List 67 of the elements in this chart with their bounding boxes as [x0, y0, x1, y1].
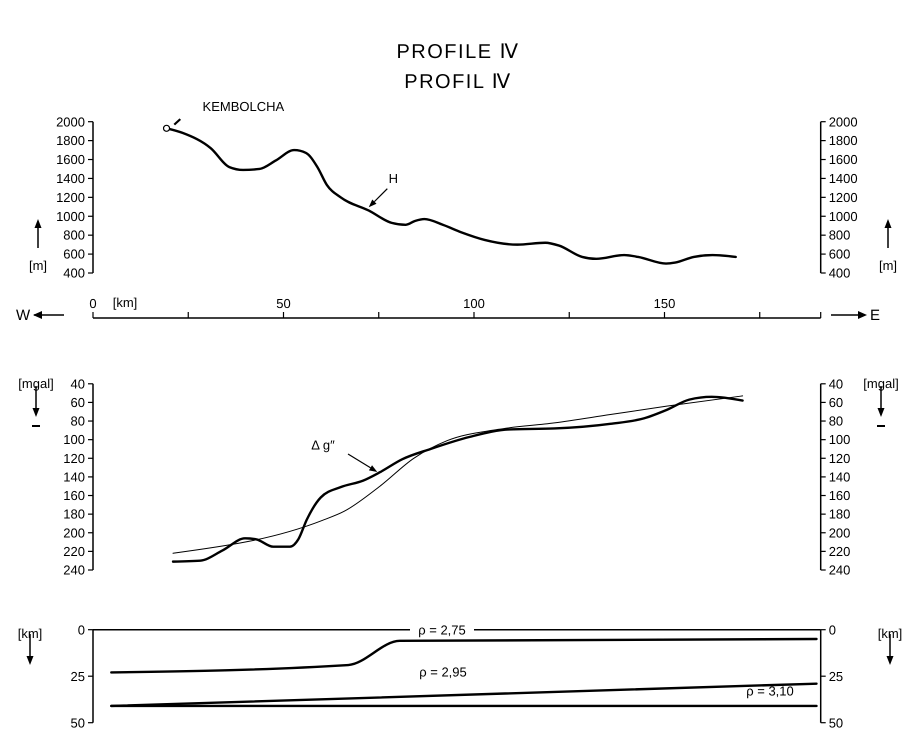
annotation: ρ = 2,75 [418, 622, 466, 638]
text: E [870, 307, 880, 324]
y2-tick-label: 800 [828, 228, 850, 243]
y-axis-title: [mgal] [18, 376, 54, 391]
y-tick-label: 1800 [56, 133, 85, 148]
y2-tick-label: 1800 [828, 133, 858, 148]
y2-tick-label: 140 [828, 469, 850, 484]
y-tick-label: 140 [63, 469, 85, 484]
y2-axis-title: [km] [878, 626, 902, 641]
y-axis-title: [km] [18, 626, 42, 641]
y2-tick-label: 1600 [828, 152, 858, 168]
y-tick-label: 1600 [56, 152, 85, 168]
chart-title: PROFILE Ⅳ [396, 41, 520, 63]
y2-tick-label: 160 [828, 488, 850, 504]
y2-tick-label: 180 [828, 506, 850, 522]
y2-tick-label: 1400 [828, 170, 858, 186]
y2-tick-label: 40 [828, 376, 844, 392]
y-tick-label: 1000 [56, 208, 85, 224]
y-tick-label: 0 [78, 622, 85, 638]
y-tick-label: 1400 [56, 170, 85, 186]
y2-tick-label: 1000 [828, 208, 858, 224]
y2-tick-label: 80 [828, 414, 844, 429]
annotation: Δ g″ [311, 438, 336, 453]
y2-tick-label: 200 [828, 525, 850, 540]
y2-tick-label: 220 [828, 544, 850, 559]
annotation: KEMBOLCHA [202, 98, 284, 114]
y-tick-label: 600 [63, 246, 85, 262]
chart-subtitle: PROFIL Ⅳ [404, 71, 512, 93]
y-tick-label: 220 [63, 544, 85, 559]
y-tick-label: 200 [63, 525, 85, 540]
y-tick-label: 40 [70, 376, 85, 392]
y2-tick-label: 400 [828, 266, 850, 281]
y2-tick-label: 2000 [828, 114, 858, 130]
y-tick-label: 100 [63, 432, 85, 448]
y-tick-label: 160 [63, 488, 85, 504]
y2-tick-label: 240 [828, 562, 850, 578]
y2-axis-title: [mgal] [863, 376, 899, 391]
y2-tick-label: 0 [828, 622, 836, 638]
y-tick-label: 400 [63, 266, 85, 281]
y-tick-label: 120 [63, 450, 85, 466]
y-tick-label: 180 [63, 506, 85, 522]
y2-tick-label: 1200 [828, 190, 858, 205]
y-tick-label: 800 [63, 228, 85, 243]
y-tick-label: 2000 [56, 114, 85, 130]
y2-tick-label: 100 [828, 432, 850, 448]
x-tick-label: 100 [463, 296, 485, 311]
y-tick-label: 25 [70, 668, 85, 684]
x-axis-title: [km] [112, 295, 138, 310]
y2-tick-label: 25 [828, 668, 844, 684]
y2-tick-label: 600 [828, 246, 850, 262]
y2-tick-label: 50 [828, 715, 844, 730]
x-tick-label: 50 [276, 296, 291, 311]
x-tick-label: 150 [654, 296, 676, 311]
y2-axis-title: [m] [878, 258, 898, 273]
text: W [16, 307, 31, 324]
annotation: ρ = 3,10 [746, 684, 794, 699]
y-tick-label: 80 [70, 414, 85, 429]
y-tick-label: 1200 [56, 190, 85, 205]
y2-tick-label: 120 [828, 450, 850, 466]
y-tick-label: 240 [63, 562, 85, 578]
y2-tick-label: 60 [828, 394, 844, 410]
y-axis-title: [m] [28, 258, 48, 273]
x-tick-label: 0 [89, 296, 97, 311]
annotation: H [388, 171, 398, 186]
annotation: ρ = 2,95 [419, 664, 467, 680]
y-tick-label: 50 [70, 715, 85, 730]
y-tick-label: 60 [70, 394, 85, 410]
